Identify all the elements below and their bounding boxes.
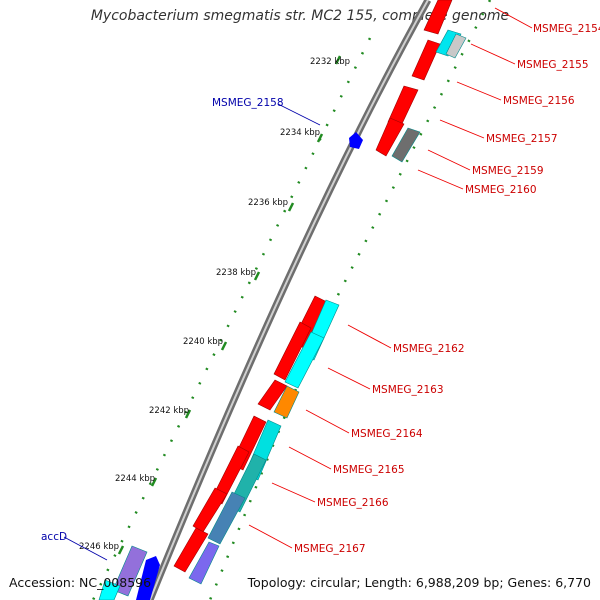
label-leaders-red: [248, 7, 533, 549]
gene-label[interactable]: MSMEG_2162: [393, 343, 465, 355]
tick-label: 2240 kbp: [183, 337, 223, 347]
tick-marks: [117, 55, 342, 555]
gene-label[interactable]: MSMEG_2160: [465, 184, 537, 196]
gene-label[interactable]: MSMEG_2164: [351, 428, 423, 440]
cds-features[interactable]: [173, 0, 453, 573]
label-leaders-blue: [63, 103, 321, 561]
genome-backbone: [146, 0, 432, 600]
gene-label[interactable]: accD: [41, 531, 67, 543]
gene-label[interactable]: MSMEG_2155: [517, 59, 589, 71]
blast-features[interactable]: [98, 29, 467, 600]
gene-label[interactable]: MSMEG_2165: [333, 464, 405, 476]
gene-label[interactable]: MSMEG_2159: [472, 165, 544, 177]
gene-label[interactable]: MSMEG_2158: [212, 97, 284, 109]
accession-label: Accession: NC_008596: [9, 575, 152, 590]
gene-label[interactable]: MSMEG_2166: [317, 497, 389, 509]
gene-label[interactable]: MSMEG_2157: [486, 133, 558, 145]
tick-label: 2232 kbp: [310, 57, 350, 67]
gene-label[interactable]: MSMEG_2154: [533, 23, 600, 35]
reverse-features[interactable]: [136, 132, 363, 600]
map-title: Mycobacterium smegmatis str. MC2 155, co…: [90, 8, 510, 24]
tick-label: 2234 kbp: [280, 128, 320, 138]
gene-label[interactable]: MSMEG_2167: [294, 543, 366, 555]
genome-summary: Topology: circular; Length: 6,988,209 bp…: [247, 575, 591, 590]
tick-label: 2244 kbp: [115, 474, 155, 484]
tick-label: 2238 kbp: [216, 268, 256, 278]
gc-dots-outer: [208, 0, 492, 600]
tick-label: 2236 kbp: [248, 198, 288, 208]
gene-label[interactable]: MSMEG_2156: [503, 95, 575, 107]
tick-label: 2246 kbp: [79, 542, 119, 552]
tick-label: 2242 kbp: [149, 406, 189, 416]
gene-label[interactable]: MSMEG_2163: [372, 384, 444, 396]
